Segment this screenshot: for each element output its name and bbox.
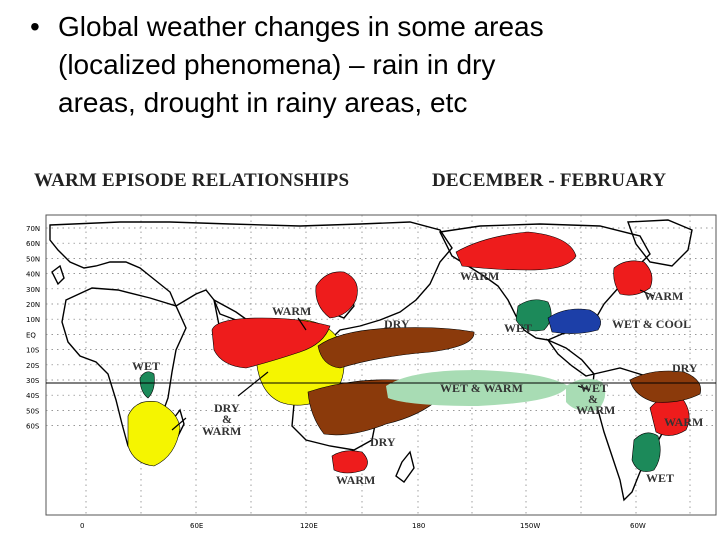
label-dry-pacific: DRY [384, 317, 410, 331]
map-title: WARM EPISODE RELATIONSHIPS [34, 170, 350, 191]
lat-label: 10S [26, 347, 40, 355]
lat-label: 50S [26, 407, 40, 415]
lat-label: 40N [26, 271, 40, 279]
label-wet-east-africa: WET [132, 359, 160, 373]
map-frame [45, 214, 717, 516]
lat-label: 60N [26, 240, 40, 248]
label-wet-warm-peru-1: WET [580, 381, 608, 395]
label-wet-argentina: WET [646, 471, 674, 485]
lat-label: 60S [26, 423, 40, 431]
lon-label: 0 [80, 522, 84, 530]
label-warm-new-zealand: WARM [336, 473, 375, 487]
label-dry-australia: DRY [370, 435, 396, 449]
map-season: DECEMBER - FEBRUARY [432, 170, 667, 191]
label-dry-warm-africa-2: & [222, 412, 232, 426]
bullet-line-3: areas, drought in rainy areas, etc [58, 87, 468, 118]
label-dry-south-america: DRY [672, 361, 698, 375]
lon-label: 120E [300, 522, 318, 530]
bullet-line-2: (localized phenomena) – rain in dry [58, 49, 496, 80]
cool-region-gulf [547, 308, 601, 334]
lat-label: 10N [26, 316, 40, 324]
yellow-region-africa [127, 401, 181, 467]
lat-label: EQ [26, 331, 36, 339]
label-wet-gulf: WET [504, 321, 532, 335]
lon-label: 150W [520, 522, 540, 530]
lat-label: 50N [26, 255, 40, 263]
label-warm-south-america: WARM [664, 415, 703, 429]
wet-region-east-africa [139, 371, 155, 399]
label-wet-cool: WET & COOL [612, 317, 691, 331]
longitude-labels: 0 60E 120E 180 150W 60W [80, 522, 646, 530]
label-dry-warm-africa-1: DRY [214, 401, 240, 415]
warm-region-new-zealand [331, 450, 368, 474]
warm-region-japan [315, 271, 358, 319]
warm-region-asia [211, 317, 331, 369]
wet-warm-region-pacific [386, 370, 568, 406]
latitude-labels: 70N 60N 50N 40N 30N 20N 10N EQ 10S 20S 30S 40S 50S 60… [26, 225, 40, 431]
warm-region-alaska [455, 231, 577, 271]
lon-label: 60W [630, 522, 646, 530]
warm-region-northeast [613, 260, 653, 296]
wet-region-argentina [631, 432, 661, 472]
lat-label: 20S [26, 362, 40, 370]
bullet-symbol: • [30, 11, 40, 42]
dry-region-pacific [317, 327, 475, 369]
lat-label: 40S [26, 392, 40, 400]
label-wet-warm-peru-2: & [588, 392, 598, 406]
label-wet-warm-peru-3: WARM [576, 403, 615, 417]
lon-label: 60E [190, 522, 203, 530]
label-warm-asia: WARM [272, 304, 311, 318]
lat-label: 30S [26, 377, 40, 385]
label-wet-warm-pacific: WET & WARM [440, 381, 523, 395]
lat-label: 30N [26, 286, 40, 294]
anomaly-regions [127, 231, 701, 474]
wet-warm-region-peru [566, 378, 606, 411]
pointer-lines [171, 289, 655, 431]
lat-label: 20N [26, 301, 40, 309]
label-dry-warm-africa-3: WARM [202, 424, 241, 438]
lon-label: 180 [412, 522, 425, 530]
label-warm-northeast: WARM [644, 289, 683, 303]
bullet-point: • Global weather changes in some areas (… [30, 8, 710, 122]
bullet-line-1: Global weather changes in some areas [58, 11, 544, 42]
lat-label: 70N [26, 225, 40, 233]
label-warm-alaska: WARM [460, 269, 499, 283]
dry-region-south-america [629, 370, 701, 403]
